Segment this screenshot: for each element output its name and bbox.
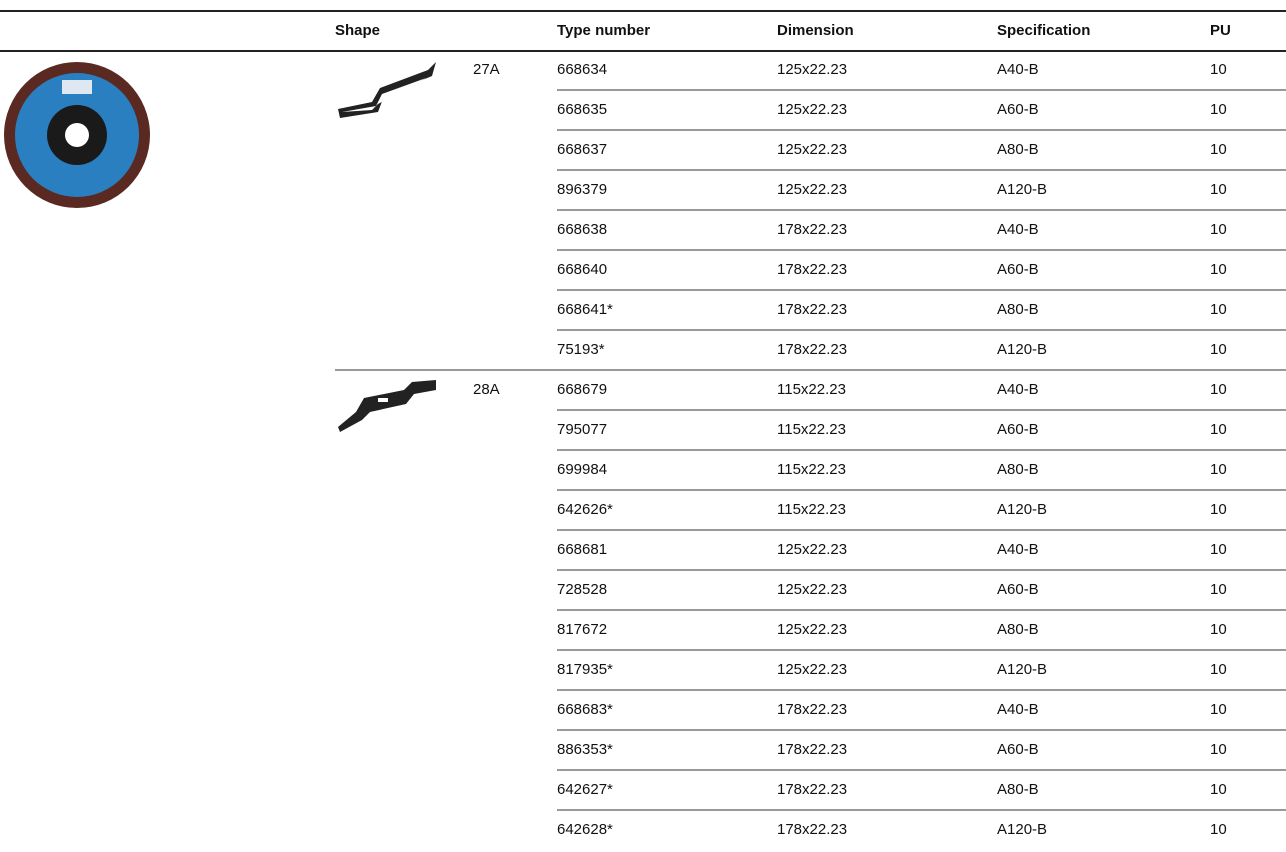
- pu-cell: 10: [1210, 741, 1227, 758]
- specification-cell: A40-B: [997, 381, 1039, 398]
- pu-cell: 10: [1210, 61, 1227, 78]
- specification-cell: A60-B: [997, 261, 1039, 278]
- type-number-cell: 668640: [557, 261, 607, 278]
- pu-cell: 10: [1210, 381, 1227, 398]
- header-dimension: Dimension: [777, 22, 854, 39]
- specification-cell: A120-B: [997, 501, 1047, 518]
- dimension-cell: 178x22.23: [777, 741, 847, 758]
- dimension-cell: 125x22.23: [777, 541, 847, 558]
- specification-cell: A80-B: [997, 141, 1039, 158]
- type-number-cell: 668641*: [557, 301, 613, 318]
- dimension-cell: 178x22.23: [777, 341, 847, 358]
- specification-cell: A40-B: [997, 701, 1039, 718]
- dimension-cell: 178x22.23: [777, 821, 847, 838]
- type-number-cell: 817672: [557, 621, 607, 638]
- type-number-cell: 668681: [557, 541, 607, 558]
- specification-cell: A120-B: [997, 821, 1047, 838]
- dimension-cell: 125x22.23: [777, 581, 847, 598]
- shape-27a-icon: [338, 62, 436, 118]
- type-number-cell: 699984: [557, 461, 607, 478]
- dimension-cell: 115x22.23: [777, 381, 846, 398]
- header-specification: Specification: [997, 22, 1090, 39]
- dimension-cell: 115x22.23: [777, 421, 846, 438]
- specification-cell: A60-B: [997, 741, 1039, 758]
- dimension-cell: 125x22.23: [777, 61, 847, 78]
- pu-cell: 10: [1210, 781, 1227, 798]
- specification-cell: A80-B: [997, 621, 1039, 638]
- dimension-cell: 178x22.23: [777, 701, 847, 718]
- type-number-cell: 642627*: [557, 781, 613, 798]
- dimension-cell: 115x22.23: [777, 501, 846, 518]
- type-number-cell: 75193*: [557, 341, 605, 358]
- pu-cell: 10: [1210, 621, 1227, 638]
- specification-cell: A40-B: [997, 221, 1039, 238]
- dimension-cell: 125x22.23: [777, 101, 847, 118]
- header-shape: Shape: [335, 22, 380, 39]
- dimension-cell: 125x22.23: [777, 661, 847, 678]
- type-number-cell: 896379: [557, 181, 607, 198]
- type-number-cell: 668634: [557, 61, 607, 78]
- type-number-cell: 668679: [557, 381, 607, 398]
- pu-cell: 10: [1210, 461, 1227, 478]
- shape-label: 27A: [473, 61, 500, 78]
- header-type-number: Type number: [557, 22, 650, 39]
- pu-cell: 10: [1210, 261, 1227, 278]
- dimension-cell: 125x22.23: [777, 621, 847, 638]
- pu-cell: 10: [1210, 181, 1227, 198]
- type-number-cell: 728528: [557, 581, 607, 598]
- type-number-cell: 668637: [557, 141, 607, 158]
- dimension-cell: 178x22.23: [777, 301, 847, 318]
- type-number-cell: 642626*: [557, 501, 613, 518]
- pu-cell: 10: [1210, 701, 1227, 718]
- pu-cell: 10: [1210, 661, 1227, 678]
- specification-cell: A60-B: [997, 581, 1039, 598]
- pu-cell: 10: [1210, 501, 1227, 518]
- dimension-cell: 178x22.23: [777, 261, 847, 278]
- dimension-cell: 125x22.23: [777, 141, 847, 158]
- shape-label: 28A: [473, 381, 500, 398]
- pu-cell: 10: [1210, 821, 1227, 838]
- type-number-cell: 795077: [557, 421, 607, 438]
- dimension-cell: 178x22.23: [777, 781, 847, 798]
- dimension-cell: 178x22.23: [777, 221, 847, 238]
- specification-cell: A40-B: [997, 61, 1039, 78]
- specification-cell: A80-B: [997, 461, 1039, 478]
- type-number-cell: 668635: [557, 101, 607, 118]
- specification-cell: A120-B: [997, 341, 1047, 358]
- disc-image: [4, 62, 150, 208]
- pu-cell: 10: [1210, 581, 1227, 598]
- pu-cell: 10: [1210, 421, 1227, 438]
- specification-cell: A60-B: [997, 421, 1039, 438]
- header-pu: PU: [1210, 22, 1231, 39]
- shape-28a-icon: [338, 380, 436, 432]
- pu-cell: 10: [1210, 141, 1227, 158]
- type-number-cell: 817935*: [557, 661, 613, 678]
- pu-cell: 10: [1210, 221, 1227, 238]
- specification-cell: A120-B: [997, 181, 1047, 198]
- type-number-cell: 668683*: [557, 701, 613, 718]
- pu-cell: 10: [1210, 541, 1227, 558]
- dimension-cell: 115x22.23: [777, 461, 846, 478]
- pu-cell: 10: [1210, 301, 1227, 318]
- specification-cell: A80-B: [997, 301, 1039, 318]
- specification-cell: A80-B: [997, 781, 1039, 798]
- type-number-cell: 642628*: [557, 821, 613, 838]
- specification-cell: A40-B: [997, 541, 1039, 558]
- pu-cell: 10: [1210, 341, 1227, 358]
- type-number-cell: 886353*: [557, 741, 613, 758]
- pu-cell: 10: [1210, 101, 1227, 118]
- type-number-cell: 668638: [557, 221, 607, 238]
- specification-cell: A60-B: [997, 101, 1039, 118]
- dimension-cell: 125x22.23: [777, 181, 847, 198]
- specification-cell: A120-B: [997, 661, 1047, 678]
